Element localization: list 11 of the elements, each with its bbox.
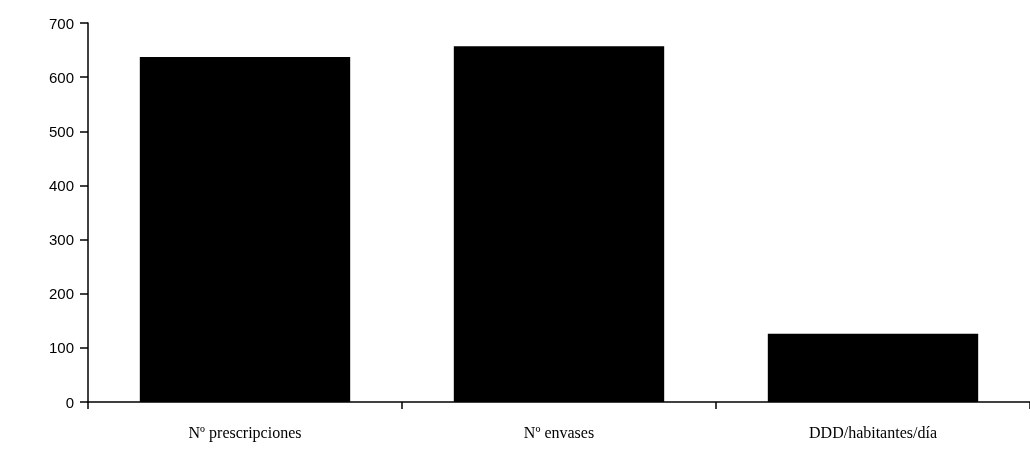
x-tick-label: Nº prescripciones bbox=[188, 423, 302, 442]
y-tick-label: 0 bbox=[65, 393, 74, 411]
y-tick-label: 400 bbox=[48, 176, 74, 194]
y-tick-label: 300 bbox=[48, 231, 74, 249]
x-tick-label: DDD/habitantes/día bbox=[809, 423, 937, 441]
x-tick-label: Nº envases bbox=[523, 423, 595, 441]
y-tick-label: 100 bbox=[48, 339, 74, 357]
y-tick-label: 700 bbox=[48, 14, 74, 32]
y-tick-label: 600 bbox=[48, 68, 74, 86]
y-tick-label: 500 bbox=[48, 122, 74, 140]
y-tick-label: 200 bbox=[48, 285, 74, 303]
